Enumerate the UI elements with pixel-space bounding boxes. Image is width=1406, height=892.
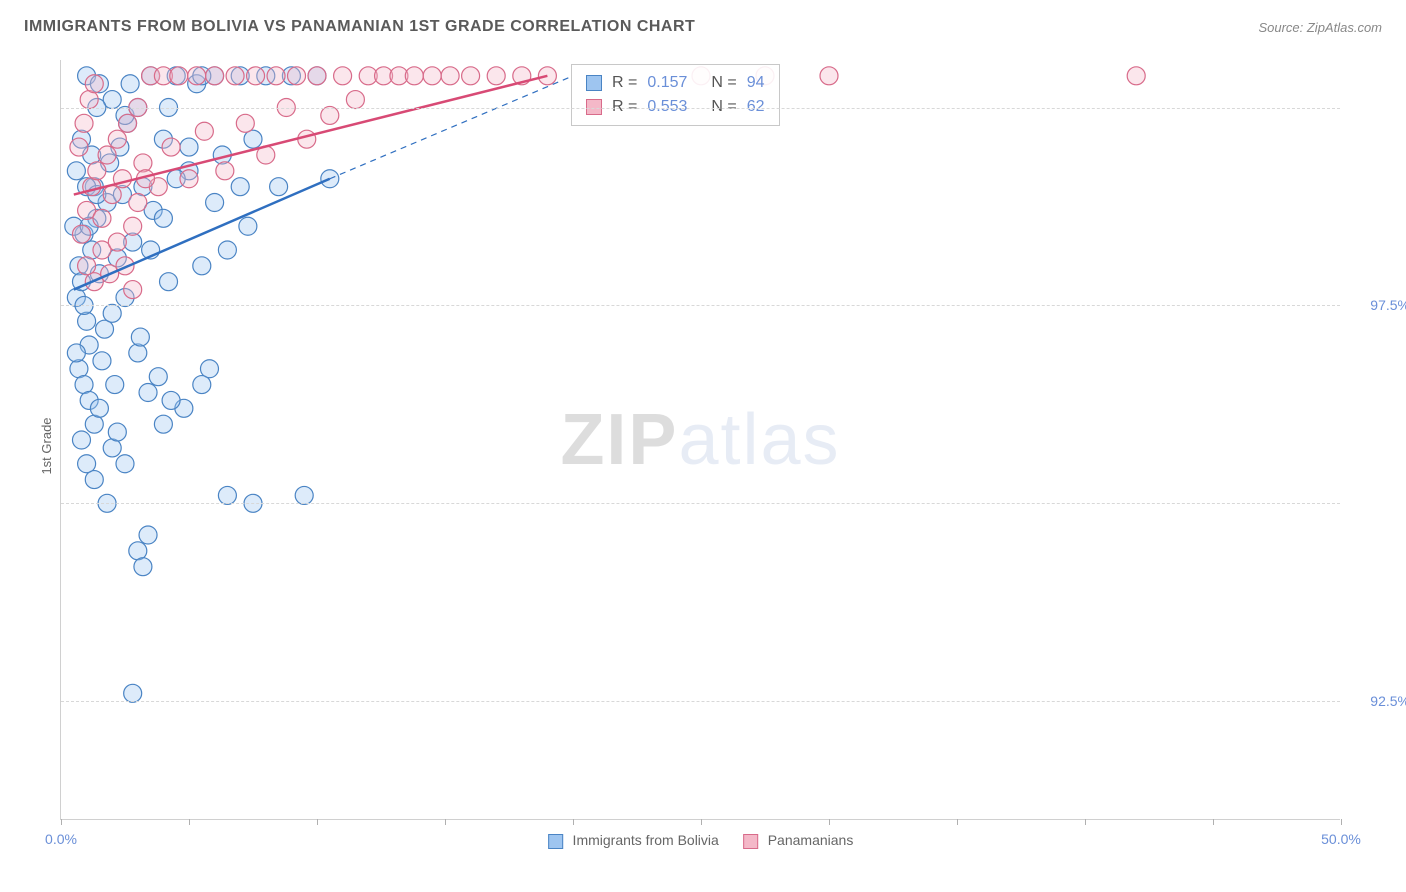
y-tick-label: 97.5% bbox=[1350, 297, 1406, 313]
chart-svg bbox=[61, 60, 1340, 819]
x-tick bbox=[1085, 819, 1086, 825]
legend-item-panama: Panamanians bbox=[743, 832, 854, 849]
stats-legend-box: R = 0.157 N = 94 R = 0.553 N = 62 bbox=[571, 64, 780, 126]
x-tick bbox=[1341, 819, 1342, 825]
x-tick-label: 0.0% bbox=[45, 831, 77, 847]
plot-area: ZIPatlas R = 0.157 N = 94 R = 0.553 N = … bbox=[60, 60, 1340, 820]
y-axis-label: 1st Grade bbox=[39, 417, 54, 474]
x-tick bbox=[61, 819, 62, 825]
x-tick bbox=[829, 819, 830, 825]
y-tick-label: 92.5% bbox=[1350, 693, 1406, 709]
x-tick bbox=[189, 819, 190, 825]
x-tick bbox=[573, 819, 574, 825]
x-tick bbox=[1213, 819, 1214, 825]
x-tick-label: 50.0% bbox=[1321, 831, 1361, 847]
source-attribution: Source: ZipAtlas.com bbox=[1258, 20, 1382, 35]
legend-item-bolivia: Immigrants from Bolivia bbox=[548, 832, 719, 849]
gridline bbox=[61, 305, 1340, 306]
title-bar: IMMIGRANTS FROM BOLIVIA VS PANAMANIAN 1S… bbox=[24, 18, 1382, 36]
stats-swatch-bolivia bbox=[586, 75, 602, 91]
x-tick bbox=[957, 819, 958, 825]
x-tick bbox=[701, 819, 702, 825]
legend-swatch-panama bbox=[743, 834, 758, 849]
gridline bbox=[61, 108, 1340, 109]
chart-title: IMMIGRANTS FROM BOLIVIA VS PANAMANIAN 1S… bbox=[24, 18, 695, 36]
legend-swatch-bolivia bbox=[548, 834, 563, 849]
bottom-legend: Immigrants from Bolivia Panamanians bbox=[548, 832, 854, 849]
x-tick bbox=[445, 819, 446, 825]
gridline bbox=[61, 701, 1340, 702]
gridline bbox=[61, 503, 1340, 504]
x-tick bbox=[317, 819, 318, 825]
stats-row-bolivia: R = 0.157 N = 94 bbox=[586, 71, 765, 95]
